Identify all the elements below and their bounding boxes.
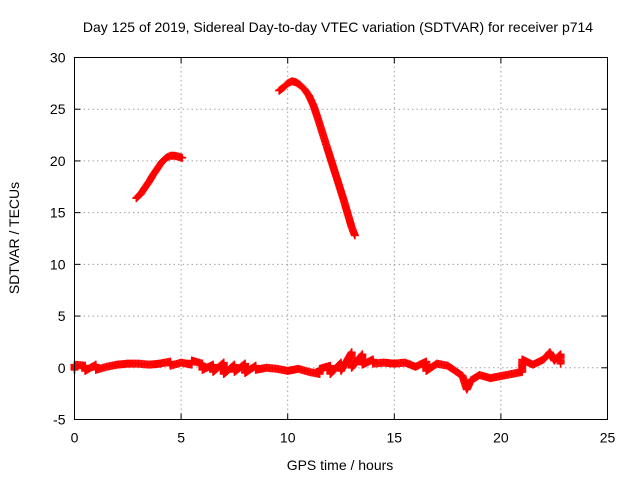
x-tick-label: 5 [177, 430, 185, 446]
y-tick-label: 15 [50, 205, 66, 221]
chart-title: Day 125 of 2019, Sidereal Day-to-day VTE… [83, 19, 593, 35]
x-tick-label: 15 [387, 430, 403, 446]
x-axis-label: GPS time / hours [287, 457, 394, 473]
x-tick-label: 25 [600, 430, 616, 446]
y-tick-label: 10 [50, 256, 66, 272]
series-arc-early [132, 151, 187, 203]
series-near-zero [70, 348, 565, 394]
series-arc-midday [275, 77, 359, 240]
x-tick-label: 20 [493, 430, 509, 446]
y-tick-label: 5 [58, 308, 66, 324]
plot-frame [74, 57, 608, 420]
x-tick-label: 10 [280, 430, 296, 446]
y-tick-label: -5 [53, 412, 66, 428]
data-point [178, 153, 187, 162]
data-layer [70, 77, 565, 394]
y-tick-label: 20 [50, 153, 66, 169]
data-point [350, 231, 359, 240]
y-tick-label: 25 [50, 101, 66, 117]
grid-layer [74, 57, 608, 420]
data-point [556, 359, 565, 368]
tick-layer: 0 5 10 15 20 25 -5 0 5 10 15 20 25 30 [50, 50, 616, 446]
y-axis-label: SDTVAR / TECUs [6, 182, 22, 294]
y-tick-label: 30 [50, 50, 66, 66]
y-tick-label: 0 [58, 360, 66, 376]
x-tick-label: 0 [71, 430, 79, 446]
